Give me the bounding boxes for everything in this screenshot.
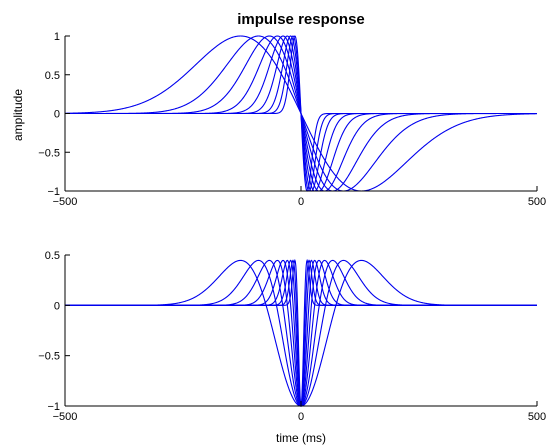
y-axis-label: amplitude <box>11 89 25 141</box>
y-tick-label: −1 <box>47 401 60 413</box>
x-tick-label: 0 <box>298 196 304 208</box>
series-line-8 <box>65 259 537 407</box>
y-tick-label: 1 <box>54 31 60 43</box>
y-tick-label: 0 <box>54 300 60 312</box>
chart-title: impulse response <box>237 11 365 28</box>
series-line-9 <box>65 35 537 192</box>
x-axis-label: time (ms) <box>276 431 326 445</box>
series-line-1 <box>65 259 537 407</box>
y-tick-label: −0.5 <box>38 351 60 363</box>
x-tick-label: −500 <box>53 411 78 423</box>
series-line-7 <box>65 259 537 407</box>
curve-group <box>65 35 537 192</box>
series-line-3 <box>65 259 537 407</box>
y-tick-label: 0.5 <box>45 250 60 262</box>
bottom-panel-impulse-response: −500 0 500 0.5 0 −0.5 −1 <box>38 250 546 423</box>
series-line-6 <box>65 259 537 407</box>
y-tick-label: −1 <box>47 186 60 198</box>
y-tick-label: 0.5 <box>45 70 60 82</box>
curve-group <box>65 258 537 407</box>
series-line-4 <box>65 259 537 407</box>
top-panel-impulse-response: −500 0 500 1 0.5 0 −0.5 −1 <box>38 31 546 208</box>
series-line-5 <box>65 259 537 407</box>
y-tick-label: −0.5 <box>38 147 60 159</box>
series-line-2 <box>65 259 537 407</box>
x-tick-label: −500 <box>53 196 78 208</box>
series-line-9 <box>65 258 537 407</box>
y-tick-label: 0 <box>54 109 60 121</box>
x-tick-label: 500 <box>528 196 546 208</box>
x-tick-label: 500 <box>528 411 546 423</box>
x-tick-label: 0 <box>298 411 304 423</box>
